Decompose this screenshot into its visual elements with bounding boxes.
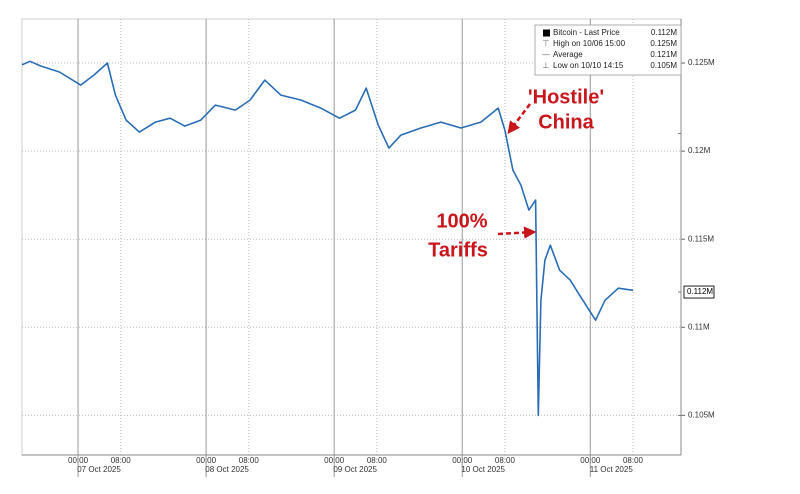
day-label: 09 Oct 2025 — [333, 465, 377, 474]
day-label: 11 Oct 2025 — [590, 465, 634, 474]
legend-box — [534, 24, 682, 76]
x-tick-label: 08:00 — [367, 456, 388, 465]
y-tick-label: 0.125M — [688, 58, 715, 67]
legend-value: 0.121M — [650, 50, 677, 59]
legend-symbol: — — [542, 50, 550, 59]
legend-symbol: ⊤ — [543, 39, 550, 48]
legend-symbol — [543, 29, 550, 37]
x-tick-label: 08:00 — [111, 456, 132, 465]
x-tick-label: 08:00 — [239, 456, 260, 465]
plot-area — [21, 18, 682, 456]
legend-value: 0.125M — [650, 39, 677, 48]
axes: 0.105M 0.11M 0.115M 0.12M 0.125M 00:00 08:00 00… — [22, 19, 715, 474]
annotation: Tariffs — [428, 239, 488, 261]
series — [21, 60, 634, 417]
x-tick-label: 00:00 — [196, 456, 217, 465]
y-tick-label: 0.105M — [688, 410, 715, 419]
x-tick-label: 00:00 — [68, 456, 89, 465]
x-tick-label: 00:00 — [324, 456, 345, 465]
day-label: 10 Oct 2025 — [461, 465, 505, 474]
x-tick-label: 08:00 — [623, 456, 644, 465]
last-price-box — [683, 285, 715, 299]
annotation: 100% — [436, 210, 487, 232]
annotations: 'Hostile' China 100% Tariffs — [428, 86, 604, 261]
legend-symbol: ⊥ — [543, 61, 550, 70]
annotation: China — [538, 111, 594, 133]
day-label: 08 Oct 2025 — [205, 465, 249, 474]
x-tick-label: 08:00 — [495, 456, 516, 465]
legend-label: Low on 10/10 14:15 — [553, 61, 624, 70]
last-price-label: 0.112M — [687, 287, 713, 296]
legend: Bitcoin - Last Price 0.112M ⊤ High on 10/06… — [534, 24, 682, 76]
legend-value: 0.112M — [651, 28, 677, 37]
legend-label: Average — [553, 50, 583, 59]
y-tick-label: 0.12M — [688, 146, 711, 155]
y-tick-label: 0.115M — [688, 234, 714, 243]
y-tick-label: 0.11M — [688, 322, 710, 331]
arrow — [497, 226, 537, 239]
legend-value: 0.105M — [650, 61, 677, 70]
legend-label: High on 10/06 15:00 — [553, 39, 626, 48]
price-line — [21, 60, 634, 417]
annotation: 'Hostile' — [528, 86, 604, 108]
grid — [22, 19, 681, 477]
arrow — [507, 103, 531, 134]
x-tick-label: 00:00 — [452, 456, 473, 465]
day-label: 07 Oct 2025 — [77, 465, 121, 474]
legend-label: Bitcoin - Last Price — [553, 28, 620, 37]
x-tick-label: 00:00 — [580, 456, 601, 465]
